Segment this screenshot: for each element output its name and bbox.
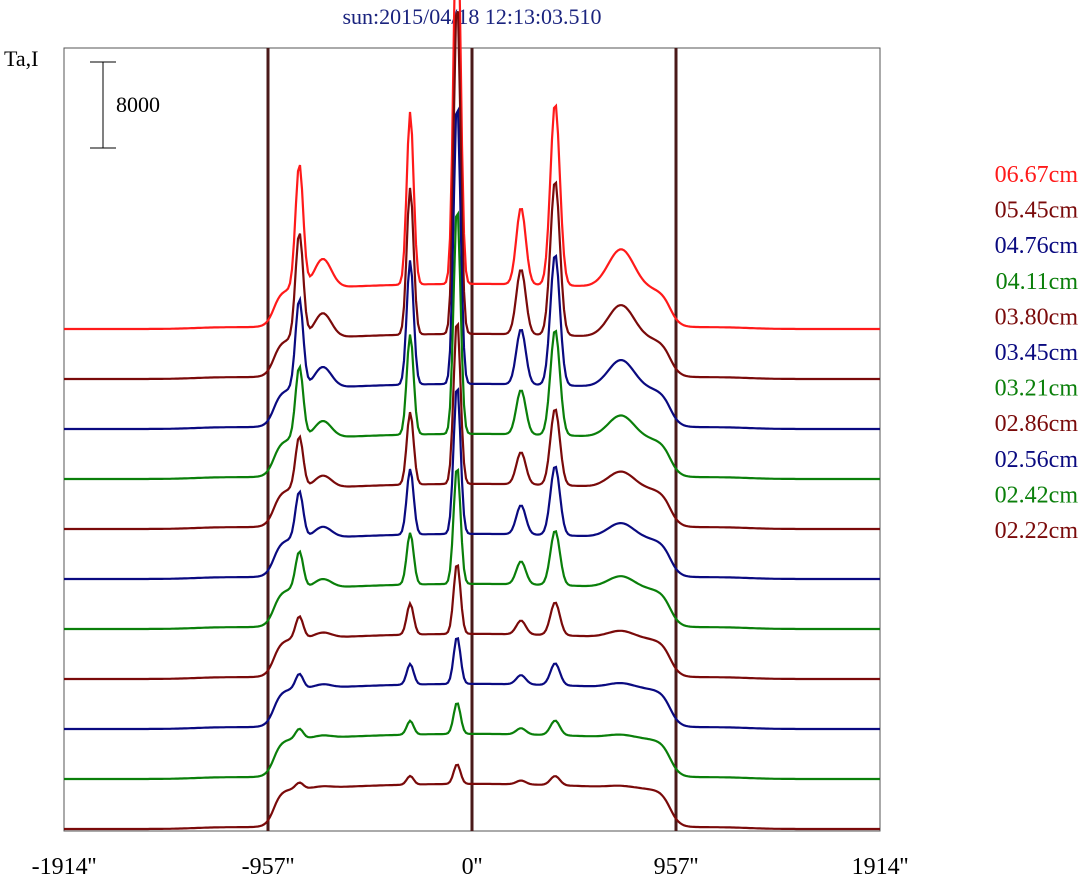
series-line-04.76cm	[64, 106, 880, 431]
legend-entry: 04.76cm	[995, 233, 1079, 259]
y-axis-label: Ta,I	[4, 46, 39, 71]
legend-entry: 06.67cm	[995, 162, 1079, 188]
x-tick-label: 1914''	[852, 854, 909, 880]
series-lines	[64, 0, 880, 831]
series-line-02.42cm	[64, 702, 880, 781]
series-line-03.80cm	[64, 321, 880, 531]
x-tick-label: 0''	[462, 854, 483, 880]
x-tick-label: -957''	[242, 854, 295, 880]
series-line-02.22cm	[64, 763, 880, 831]
legend-entry: 02.22cm	[995, 518, 1079, 544]
legend: 06.67cm 05.45cm 04.76cm 04.11cm 03.80cm 03.45…	[995, 162, 1079, 544]
legend-entry: 02.42cm	[995, 482, 1079, 508]
scale-bar: 8000	[90, 61, 160, 149]
legend-entry: 03.21cm	[995, 376, 1079, 402]
chart-title: sun:2015/04/18 12:13:03.510	[342, 4, 601, 29]
legend-entry: 02.86cm	[995, 411, 1079, 437]
legend-entry: 05.45cm	[995, 198, 1079, 224]
x-tick-labels: -1914'' -957'' 0'' 957'' 1914''	[32, 854, 909, 880]
series-line-05.45cm	[64, 10, 880, 381]
legend-entry: 03.80cm	[995, 304, 1079, 330]
x-tick-label: -1914''	[32, 854, 97, 880]
series-line-04.11cm	[64, 210, 880, 481]
series-line-06.67cm	[64, 0, 880, 331]
series-line-03.45cm	[64, 387, 880, 581]
scale-bar-label: 8000	[116, 92, 160, 117]
series-line-03.21cm	[64, 467, 880, 631]
x-tick-label: 957''	[654, 854, 699, 880]
vertical-markers	[266, 48, 678, 831]
legend-entry: 03.45cm	[995, 340, 1079, 366]
legend-entry: 02.56cm	[995, 447, 1079, 473]
series-line-02.56cm	[64, 636, 880, 731]
legend-entry: 04.11cm	[996, 269, 1079, 295]
series-line-02.86cm	[64, 563, 880, 681]
